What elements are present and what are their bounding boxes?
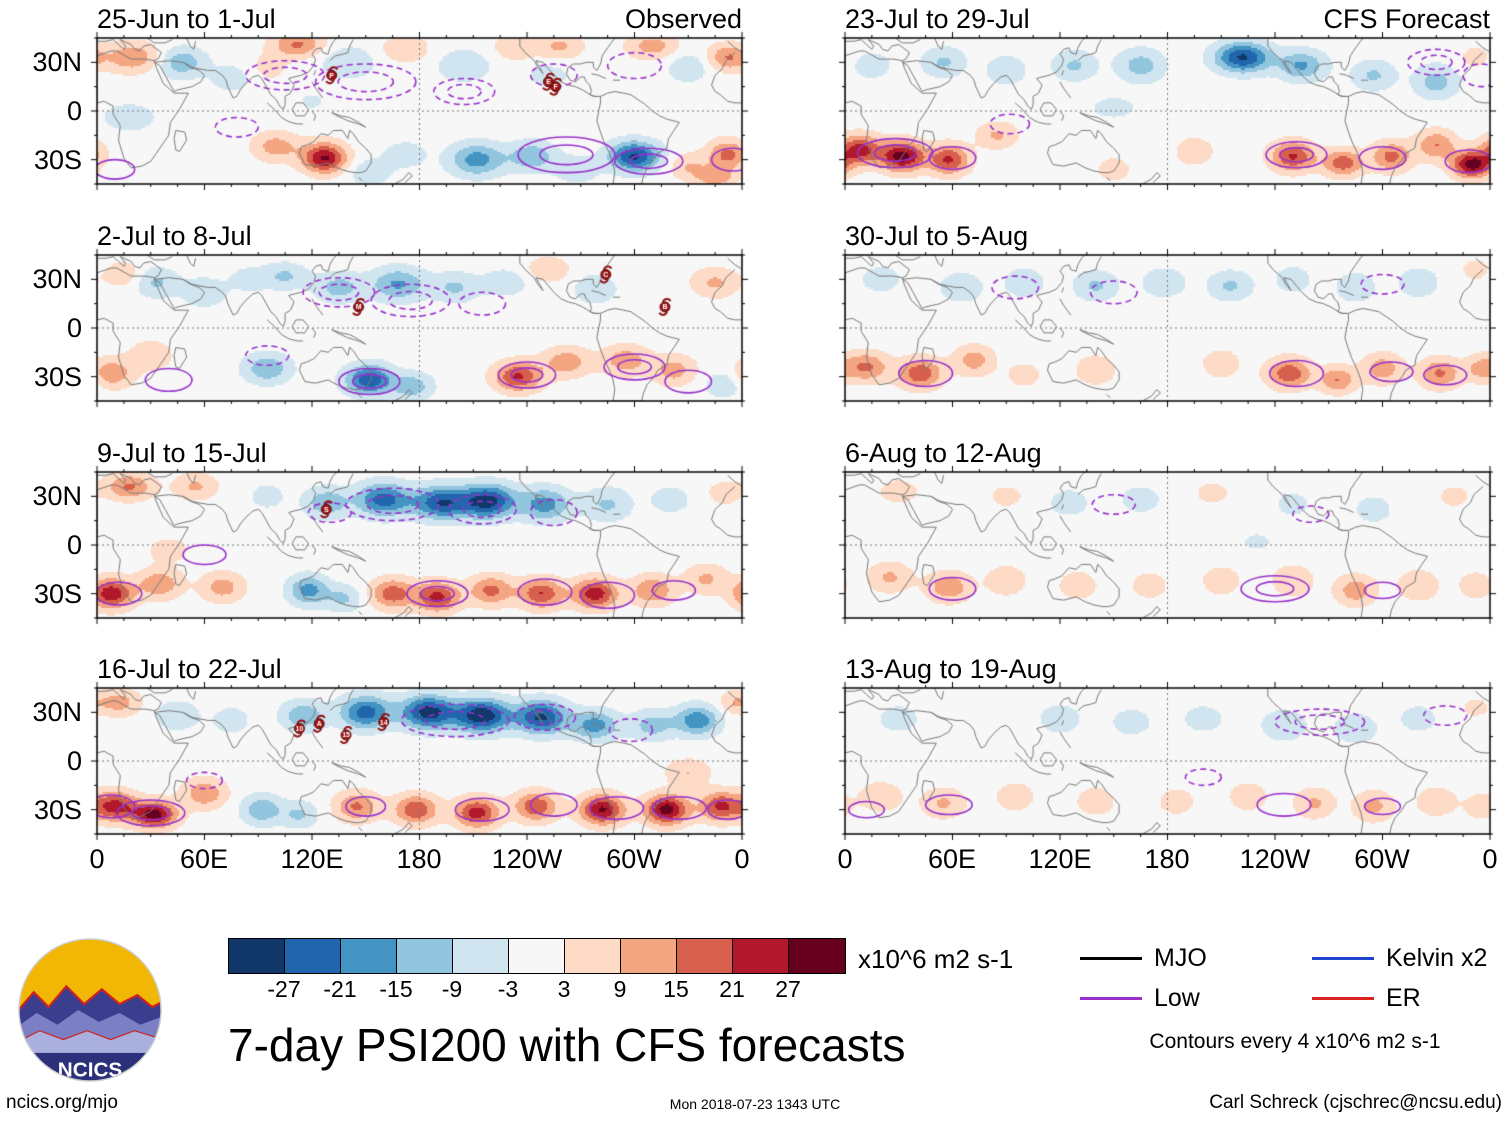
- footer-url: ncics.org/mjo: [6, 1092, 118, 1113]
- map-canvas-observed-week2: [85, 243, 754, 413]
- contour-interval-note: Contours every 4 x10^6 m2 s-1: [1149, 1030, 1441, 1053]
- colorbar-cell: [453, 939, 509, 973]
- y-tick-label: 0: [66, 530, 82, 560]
- ncics-logo-text: NCICS: [58, 1059, 123, 1082]
- colorbar-tick-label: 15: [663, 976, 689, 1002]
- colorbar-cell: [733, 939, 789, 973]
- x-tick-label: 120W: [1239, 844, 1311, 874]
- colorbar-cell: [397, 939, 453, 973]
- map-canvas-observed-week4: [85, 676, 754, 846]
- figure-title: 7-day PSI200 with CFS forecasts: [228, 1019, 906, 1071]
- colorbar-tick-label: -15: [379, 976, 413, 1002]
- colorbar-cell: [565, 939, 621, 973]
- colorbar-tick-label: -9: [441, 976, 463, 1002]
- colorbar-tick-label: -3: [497, 976, 519, 1002]
- colorbar-cell: [341, 939, 397, 973]
- y-tick-label: 30N: [32, 264, 82, 294]
- legend-item-kelvin: Kelvin x2: [1312, 944, 1487, 973]
- legend-label: Kelvin x2: [1386, 944, 1488, 972]
- colorbar: [228, 938, 846, 974]
- colorbar-cell: [677, 939, 733, 973]
- map-canvas-forecast-week1: [833, 26, 1502, 196]
- x-tick-label: 0: [734, 844, 750, 874]
- map-canvas-forecast-week3: [833, 460, 1502, 630]
- colorbar-tick-label: 3: [557, 976, 571, 1002]
- map-canvas-forecast-week2: [833, 243, 1502, 413]
- legend-label: Low: [1154, 984, 1200, 1012]
- colorbar-cell: [285, 939, 341, 973]
- x-tick-label: 180: [1144, 844, 1190, 874]
- y-tick-label: 30S: [33, 579, 82, 609]
- x-tick-label: 120W: [491, 844, 563, 874]
- ncics-logo-graphic: NCICS: [18, 938, 162, 1082]
- low-line-swatch: [1080, 997, 1142, 1000]
- map-canvas-observed-week3: [85, 460, 754, 630]
- y-tick-label: 30N: [32, 481, 82, 511]
- colorbar-cell: [229, 939, 285, 973]
- colorbar-tick-label: 9: [613, 976, 627, 1002]
- y-tick-label: 30N: [32, 697, 82, 727]
- legend-item-er: ER: [1312, 984, 1421, 1013]
- colorbar-labels: -27 -21 -15 -9 -3 3 9 15 21 27: [228, 976, 844, 1004]
- map-canvas-observed-week1: [85, 26, 754, 196]
- colorbar-tick-label: 21: [719, 976, 745, 1002]
- footer-timestamp: Mon 2018-07-23 1343 UTC: [669, 1096, 841, 1112]
- kelvin-line-swatch: [1312, 957, 1374, 960]
- x-tick-label: 60W: [1354, 844, 1410, 874]
- x-tick-label: 0: [837, 844, 853, 874]
- colorbar-units: x10^6 m2 s-1: [858, 944, 1014, 974]
- x-tick-label: 60E: [927, 844, 977, 874]
- colorbar-tick-label: 27: [775, 976, 801, 1002]
- y-tick-label: 30S: [33, 795, 82, 825]
- x-tick-label: 180: [396, 844, 442, 874]
- x-tick-label: 120E: [280, 844, 344, 874]
- x-tick-label: 0: [1482, 844, 1498, 874]
- y-tick-label: 30S: [33, 145, 82, 175]
- x-tick-label: 60W: [606, 844, 662, 874]
- legend-label: ER: [1386, 984, 1421, 1012]
- map-canvas-forecast-week4: [833, 676, 1502, 846]
- y-tick-label: 30S: [33, 362, 82, 392]
- y-tick-label: 0: [66, 313, 82, 343]
- y-tick-label: 0: [66, 96, 82, 126]
- colorbar-tick-label: -27: [267, 976, 301, 1002]
- colorbar-cell: [621, 939, 677, 973]
- legend-item-low: Low: [1080, 984, 1200, 1013]
- y-tick-label: 0: [66, 746, 82, 776]
- legend-item-mjo: MJO: [1080, 944, 1207, 973]
- colorbar-cell: [789, 939, 845, 973]
- contour-legend: MJO Kelvin x2 Low ER Contours every 4 x1…: [1080, 944, 1510, 1064]
- x-tick-label: 120E: [1028, 844, 1092, 874]
- er-line-swatch: [1312, 997, 1374, 1000]
- y-tick-label: 30N: [32, 47, 82, 77]
- mjo-line-swatch: [1080, 957, 1142, 960]
- x-tick-label: 0: [89, 844, 105, 874]
- ncics-logo: NCICS: [16, 936, 164, 1084]
- footer-author: Carl Schreck (cjschrec@ncsu.edu): [1209, 1092, 1502, 1113]
- colorbar-tick-label: -21: [323, 976, 357, 1002]
- legend-label: MJO: [1154, 944, 1207, 972]
- colorbar-cell: [509, 939, 565, 973]
- x-tick-label: 60E: [179, 844, 229, 874]
